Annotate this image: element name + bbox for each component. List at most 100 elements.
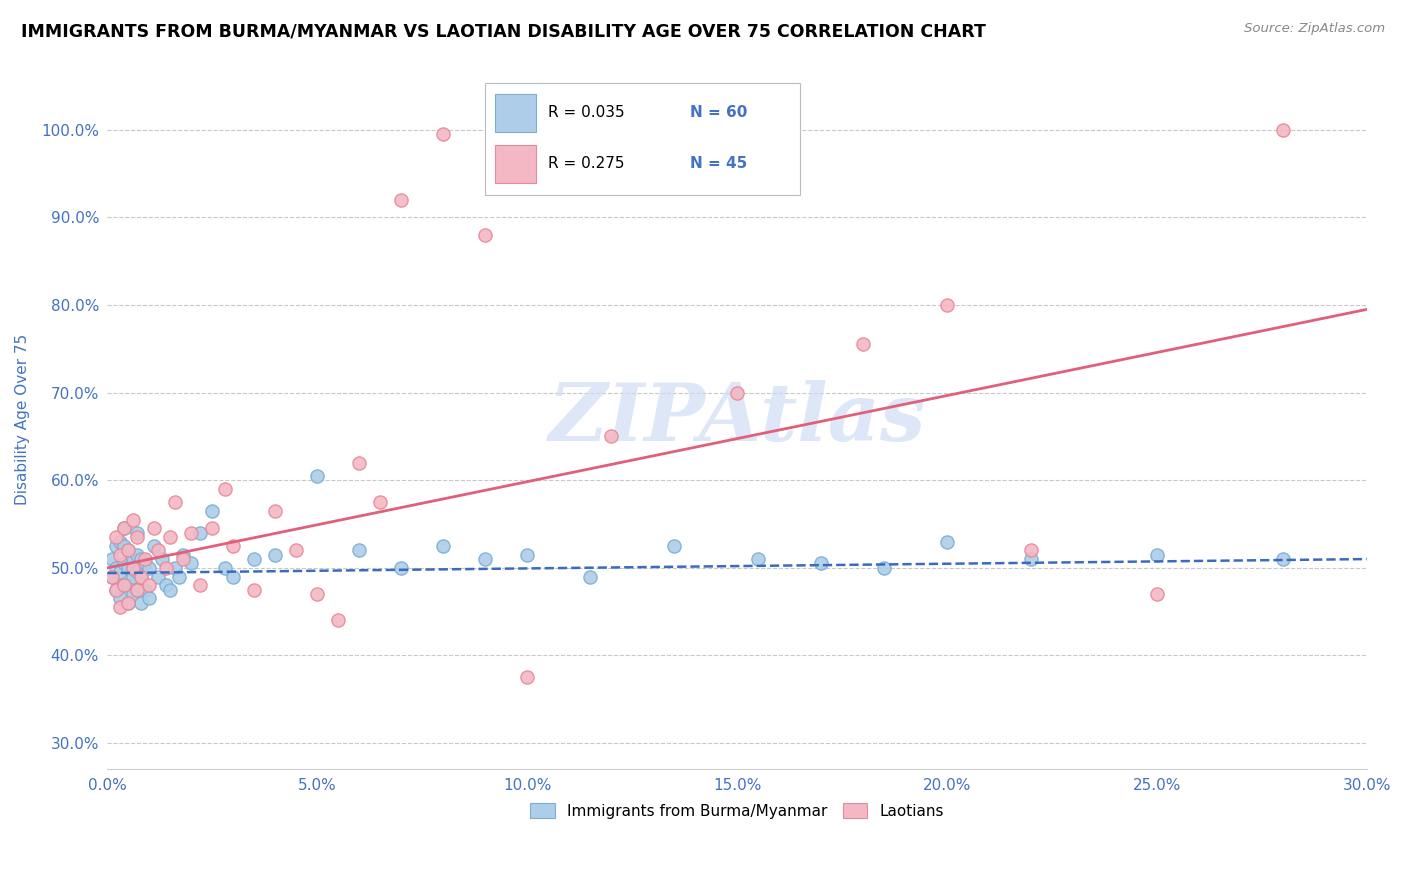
Point (159, 582, 181, 597)
Point (142, 521, 165, 535)
Point (138, 578, 160, 592)
Point (150, 552, 173, 566)
Text: IMMIGRANTS FROM BURMA/MYANMAR VS LAOTIAN DISABILITY AGE OVER 75 CORRELATION CHAR: IMMIGRANTS FROM BURMA/MYANMAR VS LAOTIAN… (21, 22, 986, 40)
Text: ZIPAtlas: ZIPAtlas (548, 380, 925, 458)
Legend: Immigrants from Burma/Myanmar, Laotians: Immigrants from Burma/Myanmar, Laotians (524, 797, 950, 825)
Point (214, 482, 236, 496)
Point (125, 548, 148, 562)
Point (747, 552, 769, 566)
Point (112, 578, 135, 592)
Point (307, 468, 329, 483)
Point (125, 582, 148, 597)
Point (389, 561, 412, 575)
Point (349, 456, 371, 470)
Point (180, 557, 202, 571)
Point (600, 429, 623, 443)
Point (108, 565, 131, 579)
Point (112, 521, 135, 535)
Point (285, 543, 308, 558)
Point (129, 552, 152, 566)
Point (129, 596, 152, 610)
Point (117, 543, 139, 558)
Point (100, 552, 122, 566)
Point (1146, 587, 1168, 601)
Point (474, 552, 496, 566)
Point (167, 569, 190, 583)
Point (1271, 123, 1294, 137)
Point (125, 525, 148, 540)
Point (264, 504, 287, 518)
Point (142, 539, 165, 553)
Point (112, 578, 135, 592)
Point (108, 548, 131, 562)
Point (243, 582, 266, 597)
Point (264, 548, 287, 562)
Point (201, 521, 224, 535)
Point (155, 578, 177, 592)
Point (104, 530, 127, 544)
Point (117, 578, 139, 592)
Point (121, 552, 143, 566)
Point (474, 227, 496, 242)
Point (579, 569, 602, 583)
Point (214, 561, 236, 575)
Point (104, 539, 127, 553)
Point (138, 591, 160, 606)
Point (222, 539, 245, 553)
Point (201, 504, 224, 518)
Point (936, 298, 959, 312)
Point (188, 578, 211, 592)
Point (121, 587, 143, 601)
Point (108, 591, 131, 606)
Point (368, 495, 391, 509)
Point (104, 582, 127, 597)
Point (516, 548, 538, 562)
Point (180, 525, 202, 540)
Point (936, 534, 959, 549)
Point (810, 557, 832, 571)
Point (1019, 552, 1042, 566)
Point (163, 561, 186, 575)
Point (172, 552, 194, 566)
Point (117, 596, 139, 610)
Point (129, 569, 152, 583)
Point (121, 513, 143, 527)
Point (104, 582, 127, 597)
Point (432, 539, 454, 553)
Point (172, 548, 194, 562)
Point (159, 530, 181, 544)
Point (725, 385, 748, 400)
Point (349, 543, 371, 558)
Point (125, 530, 148, 544)
Point (1271, 552, 1294, 566)
Point (138, 561, 160, 575)
Text: Source: ZipAtlas.com: Source: ZipAtlas.com (1244, 22, 1385, 36)
Point (121, 569, 143, 583)
Point (104, 561, 127, 575)
Point (1019, 543, 1042, 558)
Point (121, 561, 143, 575)
Point (873, 561, 896, 575)
Point (112, 539, 135, 553)
Point (662, 539, 685, 553)
Point (243, 552, 266, 566)
Point (129, 569, 152, 583)
Point (134, 557, 156, 571)
Point (1146, 548, 1168, 562)
Point (108, 534, 131, 549)
Point (100, 569, 122, 583)
Point (125, 582, 148, 597)
Point (112, 557, 135, 571)
Point (432, 127, 454, 141)
Point (117, 561, 139, 575)
Point (516, 670, 538, 684)
Point (146, 569, 169, 583)
Point (852, 337, 875, 351)
Point (134, 552, 156, 566)
Point (100, 569, 122, 583)
Point (222, 569, 245, 583)
Point (389, 193, 412, 207)
Point (108, 600, 131, 615)
Point (163, 495, 186, 509)
Point (125, 565, 148, 579)
